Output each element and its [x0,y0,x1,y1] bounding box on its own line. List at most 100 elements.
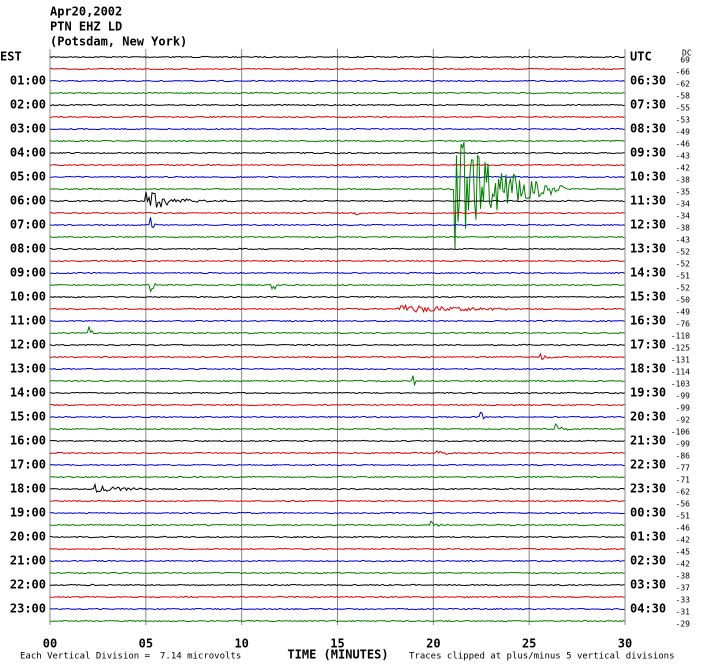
utc-label: 02:30 [630,554,666,568]
x-axis-title: TIME (MINUTES) [287,648,388,662]
trace [49,282,625,293]
dc-offset: -55 [676,104,691,113]
clip-note: Traces clipped at plus/minus 5 vertical … [409,652,675,662]
dc-offset: -29 [676,620,691,629]
est-label: 11:00 [10,314,46,328]
dc-offset: -33 [676,596,691,605]
est-label: 20:00 [10,530,46,544]
utc-label: 16:30 [630,314,666,328]
trace [49,55,625,59]
trace [49,607,625,611]
utc-label: 11:30 [630,194,666,208]
utc-label: 09:30 [630,146,666,160]
dc-offset: -77 [676,464,691,473]
trace [49,319,625,323]
dc-offset: -56 [676,500,691,509]
dc-offset: -34 [676,212,691,221]
dc-offset: -71 [676,476,691,485]
x-tick-label: 10 [234,637,248,651]
dc-offset: -53 [676,116,691,125]
trace [49,175,625,179]
trace [49,217,625,228]
trace [49,511,625,515]
dc-offset: 69 [680,56,690,65]
dc-offset: -35 [676,188,691,197]
est-label: 07:00 [10,218,46,232]
utc-label: 12:30 [630,218,666,232]
utc-label: 14:30 [630,266,666,280]
dc-offset: -52 [676,260,691,269]
dc-offset: -46 [676,524,691,533]
trace [49,482,625,493]
dc-offset: -86 [676,452,691,461]
x-tick-label: 00 [43,637,57,651]
dc-offset: -66 [676,68,691,77]
utc-label: 08:30 [630,122,666,136]
trace [49,247,625,251]
est-label: 08:00 [10,242,46,256]
trace [49,403,625,407]
trace [49,326,625,335]
division-label: Each Vertical Division = [20,652,151,662]
dc-offset: -38 [676,176,691,185]
dc-offset: -43 [676,152,691,161]
trace [49,343,625,347]
est-label: 12:00 [10,338,46,352]
trace [49,499,625,503]
utc-label: 18:30 [630,362,666,376]
trace [49,475,625,479]
est-label: 13:00 [10,362,46,376]
utc-label: UTC [630,50,652,64]
dc-offset: -49 [676,128,691,137]
dc-offset: -62 [676,80,691,89]
header-date: Apr20,2002 [50,5,122,19]
trace [49,571,625,575]
dc-label: DC [682,49,692,58]
utc-label: 20:30 [630,410,666,424]
x-tick-label: 25 [522,637,536,651]
trace [49,375,625,387]
trace [49,259,625,263]
dc-offset: -46 [676,140,691,149]
est-label: 05:00 [10,170,46,184]
dc-offset: -49 [676,308,691,317]
utc-label: 21:30 [630,434,666,448]
dc-offset: -34 [676,200,691,209]
trace [49,595,625,599]
dc-offset: -99 [676,404,691,413]
trace [49,303,625,313]
utc-label: 13:30 [630,242,666,256]
est-label: 03:00 [10,122,46,136]
utc-label: 10:30 [630,170,666,184]
est-label: 19:00 [10,506,46,520]
est-label: 22:00 [10,578,46,592]
trace [49,192,625,208]
division-value: 7.14 microvolts [160,652,241,662]
dc-offset: -99 [676,392,691,401]
utc-label: 01:30 [630,530,666,544]
est-label: 18:00 [10,482,46,496]
dc-offset: -131 [671,356,690,365]
trace [49,127,625,131]
trace [49,423,625,431]
trace [49,535,625,539]
est-label: EST [0,50,22,64]
trace [50,583,625,587]
dc-offset: -52 [676,284,691,293]
est-label: 02:00 [10,98,46,112]
utc-label: 03:30 [630,578,666,592]
est-label: 14:00 [10,386,46,400]
dc-offset: -38 [676,224,691,233]
utc-label: 22:30 [630,458,666,472]
utc-label: 15:30 [630,290,666,304]
x-tick-label: 15 [330,637,344,651]
x-tick-label: 30 [618,637,632,651]
header-location: (Potsdam, New York) [50,35,187,49]
dc-offset: -114 [671,368,690,377]
est-label: 21:00 [10,554,46,568]
trace [49,352,625,361]
trace [49,139,625,143]
header-station: PTN EHZ LD [50,20,122,34]
trace [49,141,625,249]
